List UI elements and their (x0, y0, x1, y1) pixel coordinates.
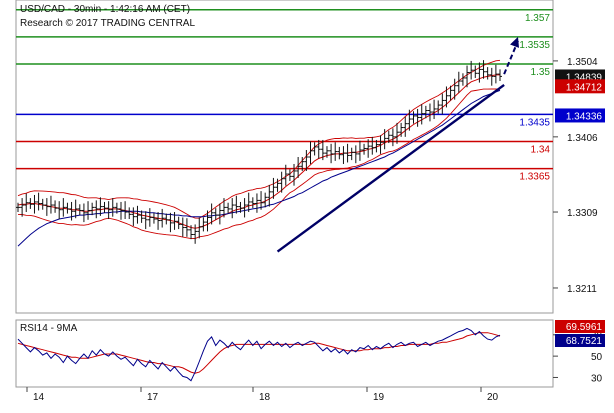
x-tick-label: 17 (147, 392, 159, 403)
level-label: 1.3435 (519, 117, 550, 128)
level-label: 1.35 (531, 67, 551, 78)
level-label: 1.3535 (519, 40, 550, 51)
rsi-value-tag-bg (555, 320, 605, 333)
rsi-tick-label: 50 (591, 352, 603, 363)
level-label: 1.357 (525, 13, 550, 24)
moving-average-line (17, 74, 500, 229)
chart-credit: Research © 2017 TRADING CENTRAL (20, 18, 195, 29)
y-tick-label: 1.3406 (567, 133, 598, 144)
trendline (276, 83, 505, 253)
level-label: 1.34 (531, 145, 551, 156)
rsi-ma-tag: 68.7521 (566, 336, 603, 347)
level-label: 1.3365 (519, 172, 550, 183)
secondary-price-tag-bg (555, 79, 605, 94)
rsi-layer (17, 327, 501, 382)
x-tick-label: 14 (33, 392, 45, 403)
y-tick-label: 1.3309 (567, 208, 598, 219)
y-tick-label: 1.3211 (567, 284, 597, 295)
chart-title: USD/CAD - 30min - 1:42:16 AM (CET) (20, 4, 190, 15)
last-price-tag: 1.34839 (566, 72, 603, 83)
pivot-price-tag-bg (555, 108, 605, 123)
price-layer: 1.357 1.3535 1.35 1.3435 1.34 1.3365 (16, 8, 553, 253)
rsi-panel-title: RSI14 - 9MA (20, 323, 78, 334)
rsi-line (17, 327, 501, 382)
rsi-tick-label: 30 (591, 373, 603, 384)
long-average-line (17, 89, 501, 247)
forecast-arrow-head (510, 36, 520, 48)
rsi-value-tag: 69.5961 (566, 322, 603, 333)
y-tick-label: 1.3504 (567, 57, 598, 68)
price-panel-frame (15, 0, 554, 314)
pivot-price-tag: 1.34336 (566, 111, 603, 122)
rsi-ma-tag-bg (555, 334, 605, 347)
secondary-price-tag: 1.34712 (566, 82, 603, 93)
lower-band-line (17, 88, 501, 240)
upper-band-line (17, 59, 501, 219)
x-tick-label: 18 (259, 392, 271, 403)
x-tick-label: 19 (373, 392, 385, 403)
x-tick-label: 20 (487, 392, 499, 403)
rsi-panel-frame (15, 319, 554, 388)
forecast-arrow-line (503, 40, 519, 75)
